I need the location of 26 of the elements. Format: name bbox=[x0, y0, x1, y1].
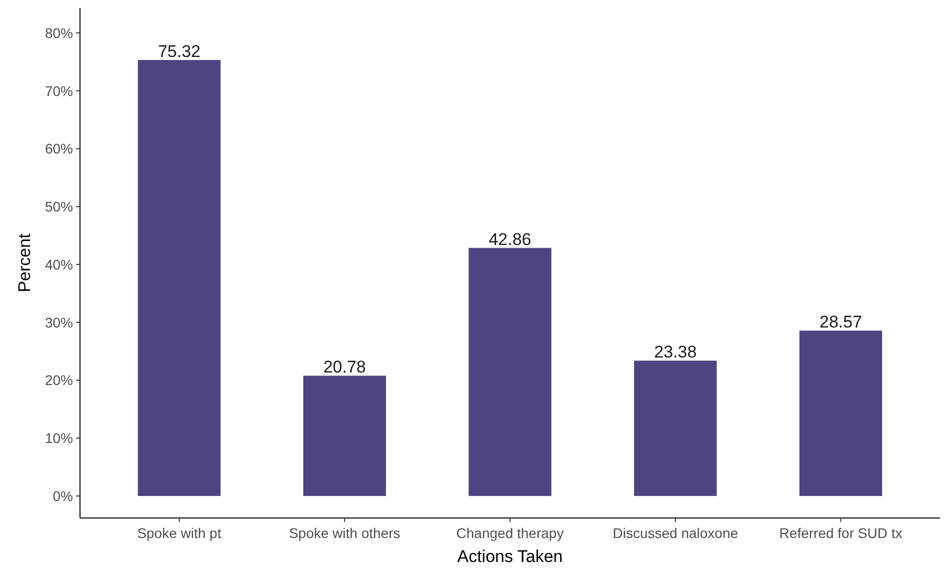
x-tick-label: Spoke with pt bbox=[137, 525, 222, 541]
bar bbox=[138, 60, 221, 496]
y-axis-title: Percent bbox=[15, 233, 34, 292]
data-label: 20.78 bbox=[323, 358, 366, 377]
x-tick-label: Referred for SUD tx bbox=[779, 525, 902, 541]
x-tick-label: Discussed naloxone bbox=[612, 525, 738, 541]
bar bbox=[634, 360, 717, 496]
y-tick-label: 10% bbox=[44, 430, 73, 446]
y-tick-label: 70% bbox=[44, 82, 73, 99]
y-tick-label: 30% bbox=[44, 314, 73, 330]
data-label: 28.57 bbox=[819, 312, 862, 332]
data-label: 42.86 bbox=[488, 230, 532, 249]
y-tick-label: 0% bbox=[52, 488, 73, 504]
y-tick-label: 60% bbox=[44, 140, 73, 157]
data-label: 75.32 bbox=[158, 42, 201, 61]
y-tick-label: 40% bbox=[44, 256, 73, 272]
x-tick-label: Changed therapy bbox=[456, 525, 564, 541]
bar bbox=[303, 376, 386, 496]
y-tick-label: 20% bbox=[44, 372, 73, 388]
x-tick-label: Spoke with others bbox=[288, 525, 400, 541]
bar bbox=[799, 330, 882, 496]
y-tick-label: 80% bbox=[44, 24, 73, 41]
data-label: 23.38 bbox=[654, 342, 697, 362]
x-axis-title: Actions Taken bbox=[457, 547, 563, 566]
bar bbox=[468, 248, 552, 496]
y-tick-label: 50% bbox=[44, 198, 73, 215]
